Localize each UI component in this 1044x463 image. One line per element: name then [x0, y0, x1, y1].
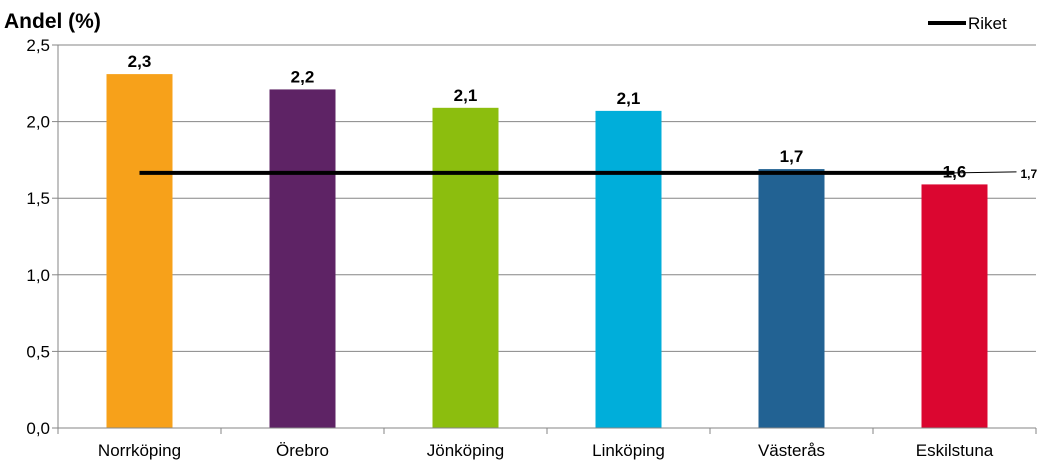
reference-value-label: 1,7 [1021, 167, 1038, 181]
data-label-0: 2,3 [128, 52, 152, 71]
bar-4 [758, 169, 825, 429]
legend: Riket [928, 14, 1007, 33]
y-axis: 0,0 0,5 1,0 1,5 2,0 2,5 [26, 36, 59, 438]
y-axis-title: Andel (%) [4, 10, 101, 33]
bar-3 [595, 110, 662, 428]
y-tick-label-3: 1,5 [26, 189, 50, 208]
x-tick-label-3: Linköping [592, 441, 665, 460]
data-label-3: 2,1 [617, 89, 641, 108]
bar-1 [269, 89, 336, 428]
x-axis: Norrköping Örebro Jönköping Linköping Väster… [57, 427, 1037, 460]
x-tick-label-0: Norrköping [98, 441, 181, 460]
y-tick-label-5: 2,5 [26, 36, 50, 55]
x-tick-label-5: Eskilstuna [916, 441, 994, 460]
y-tick-label-2: 1,0 [26, 266, 50, 285]
bar-2 [432, 107, 499, 428]
reference-line-group: 1,7 [139, 167, 1038, 181]
bars [106, 74, 988, 429]
y-tick-label-4: 2,0 [26, 113, 50, 132]
y-tick-label-1: 0,5 [26, 342, 50, 361]
legend-label-riket: Riket [968, 14, 1007, 33]
data-label-4: 1,7 [780, 147, 804, 166]
y-tick-label-0: 0,0 [26, 419, 50, 438]
bar-0 [106, 74, 173, 428]
data-label-1: 2,2 [291, 67, 315, 86]
data-labels: 2,32,22,12,11,71,6 [128, 52, 967, 181]
bar-5 [921, 184, 988, 428]
x-tick-label-4: Västerås [758, 441, 825, 460]
data-label-2: 2,1 [454, 86, 478, 105]
gridlines [58, 44, 1036, 352]
x-tick-label-2: Jönköping [427, 441, 505, 460]
reference-label-leader [954, 171, 1017, 174]
x-tick-label-1: Örebro [276, 441, 329, 460]
